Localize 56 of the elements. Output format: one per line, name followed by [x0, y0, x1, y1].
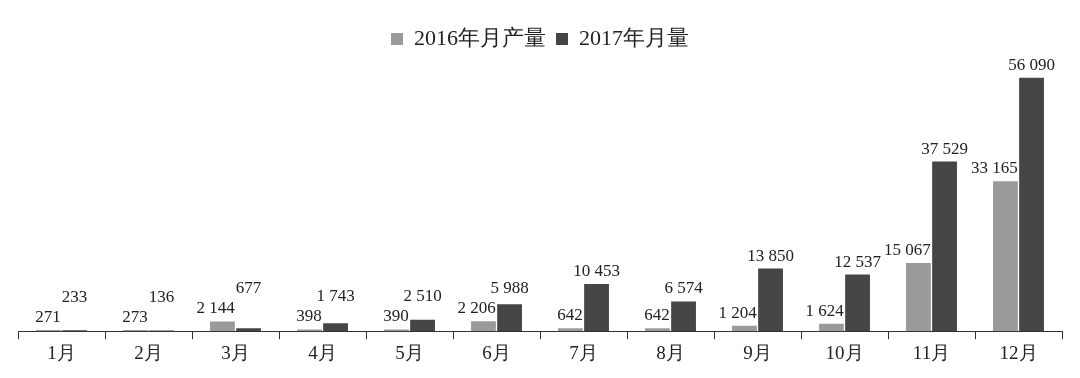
x-tick-label: 11月	[912, 341, 951, 363]
data-label: 33 165	[971, 158, 1018, 178]
data-label: 233	[61, 286, 88, 306]
x-tick-label: 8月	[656, 341, 685, 363]
data-label: 6 574	[664, 278, 704, 298]
x-tick-label: 12月	[999, 341, 1038, 363]
bar	[819, 323, 844, 332]
x-tick-label: 1月	[47, 341, 76, 363]
bar	[584, 283, 609, 332]
bar	[471, 321, 496, 332]
legend-label: 2017年月量	[579, 24, 689, 50]
x-tick-label: 7月	[569, 341, 598, 363]
bar	[1019, 77, 1044, 332]
bar	[645, 328, 670, 332]
bar	[906, 263, 931, 332]
data-label: 13 850	[747, 245, 794, 265]
x-tick-label: 5月	[395, 341, 424, 363]
bar	[558, 328, 583, 332]
bar	[845, 274, 870, 332]
bar	[993, 181, 1018, 332]
data-label: 271	[35, 306, 61, 326]
data-label: 642	[644, 305, 670, 325]
data-label: 642	[557, 305, 583, 325]
bar	[210, 321, 235, 332]
data-label: 398	[296, 306, 322, 326]
bar	[323, 323, 348, 332]
data-label: 2 206	[457, 298, 496, 318]
bar	[732, 325, 757, 332]
x-tick-label: 6月	[482, 341, 511, 363]
data-label: 10 453	[573, 260, 620, 280]
data-label: 2 510	[403, 286, 442, 306]
bar	[236, 328, 261, 332]
data-label: 12 537	[834, 251, 882, 271]
data-label: 1 743	[316, 286, 355, 306]
data-label: 1 624	[805, 300, 845, 320]
x-tick-label: 10月	[825, 341, 864, 363]
bar	[410, 319, 435, 332]
bar	[932, 161, 957, 332]
bar	[671, 301, 696, 332]
data-label: 1 204	[718, 302, 758, 322]
data-label: 2 144	[196, 298, 236, 318]
bar	[497, 304, 522, 332]
x-tick-label: 9月	[743, 341, 772, 363]
data-label: 390	[383, 306, 409, 326]
bar	[758, 268, 783, 332]
x-tick-label: 2月	[134, 341, 163, 363]
legend-label: 2016年月产量	[414, 24, 546, 50]
data-label: 56 090	[1008, 54, 1055, 74]
x-tick-label: 4月	[308, 341, 337, 363]
data-label: 5 988	[490, 278, 529, 298]
data-label: 273	[122, 306, 148, 326]
x-tick-label: 3月	[221, 341, 250, 363]
data-label: 37 529	[921, 138, 968, 158]
data-label: 15 067	[884, 240, 932, 260]
data-label: 136	[148, 286, 175, 306]
data-label: 677	[235, 278, 262, 298]
